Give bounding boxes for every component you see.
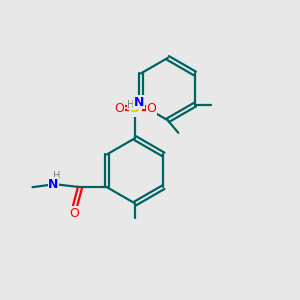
Text: H: H [127,100,134,110]
Text: N: N [48,178,58,191]
Text: N: N [134,96,144,109]
Text: O: O [114,102,124,115]
Text: O: O [146,102,156,115]
Text: O: O [69,207,79,220]
Text: H: H [52,171,60,181]
Text: S: S [130,101,140,116]
